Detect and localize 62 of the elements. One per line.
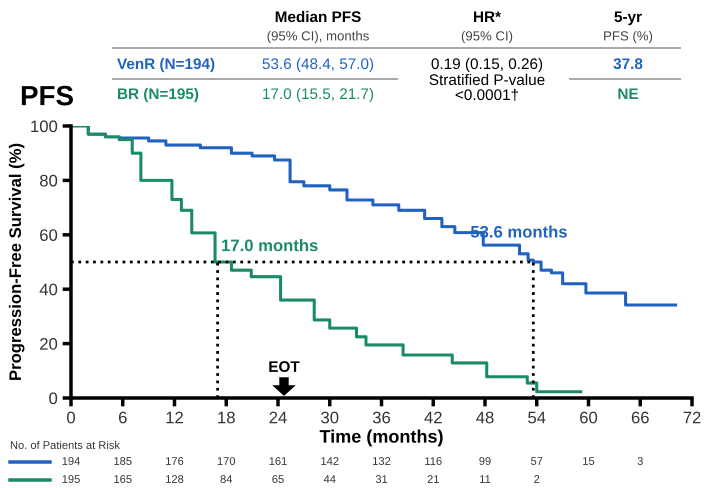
x-tick-label: 60	[580, 412, 598, 424]
x-tick-label: 12	[166, 412, 183, 424]
text: 132	[373, 457, 390, 465]
x-tick-label: 54	[528, 412, 546, 424]
text: 165	[114, 475, 132, 483]
x-tick-label: 24	[270, 412, 287, 424]
text: No. of Patients at Risk	[10, 440, 120, 449]
y-axis-title: Progression-Free Survival (%)	[8, 144, 24, 380]
text: 57	[531, 457, 542, 465]
text: 84	[220, 475, 232, 483]
y-tick-label: 20	[40, 338, 58, 350]
text: 21	[428, 475, 439, 483]
text: PFS (%)	[604, 30, 652, 44]
text: HR*	[474, 11, 501, 22]
y-tick-label: 40	[40, 284, 58, 296]
text: 176	[166, 457, 184, 465]
text: 3	[638, 457, 643, 465]
text: 5-yr	[614, 11, 642, 26]
text: 195	[62, 475, 80, 483]
x-tick-label: 0	[67, 412, 75, 424]
text: VenR (N=194)	[117, 58, 214, 72]
text: 65	[272, 475, 284, 483]
chart-title: PFS	[22, 86, 73, 106]
text: 161	[270, 457, 287, 465]
x-tick-label: 6	[118, 412, 127, 424]
text: Median PFS	[276, 10, 361, 22]
y-tick-label: 60	[40, 229, 58, 242]
text: 194	[62, 457, 80, 465]
text: 53.6 (48.4, 57.0)	[262, 58, 374, 72]
y-tick-label: 0	[49, 392, 58, 404]
text: 99	[479, 457, 491, 465]
x-axis-title: Time (months)	[320, 430, 443, 446]
text: 31	[376, 475, 388, 483]
y-tick-label: 80	[40, 174, 58, 187]
text: 128	[166, 475, 184, 483]
text: 0.19 (0.15, 0.26)	[432, 58, 542, 72]
annotation: EOT	[269, 361, 300, 372]
text: 116	[425, 457, 442, 465]
x-tick-label: 30	[321, 412, 338, 424]
x-tick-label: 72	[684, 412, 700, 424]
text: 11	[480, 475, 490, 483]
text: BR (N=195)	[118, 88, 198, 102]
text: (95% CI), months	[267, 30, 369, 44]
x-tick-label: 66	[632, 412, 649, 424]
text: 15	[583, 457, 594, 465]
text: 170	[218, 457, 236, 465]
text: <0.0001†	[456, 88, 518, 101]
text: Stratified P-value	[430, 74, 544, 86]
x-tick-label: 36	[372, 412, 390, 424]
x-tick-label: 48	[476, 412, 494, 424]
text: 185	[114, 457, 132, 465]
text: 142	[321, 457, 338, 465]
y-tick-label: 100	[31, 120, 58, 132]
x-tick-label: 18	[218, 412, 235, 424]
text: 17.0 (15.5, 21.7)	[263, 88, 374, 102]
text: 2	[534, 475, 540, 483]
annotation: 17.0 months	[222, 239, 318, 252]
text: 37.8	[613, 58, 642, 70]
text: (95% CI)	[462, 30, 512, 44]
x-tick-label: 42	[424, 412, 442, 424]
text: 44	[324, 475, 336, 483]
text: NE	[618, 88, 638, 99]
